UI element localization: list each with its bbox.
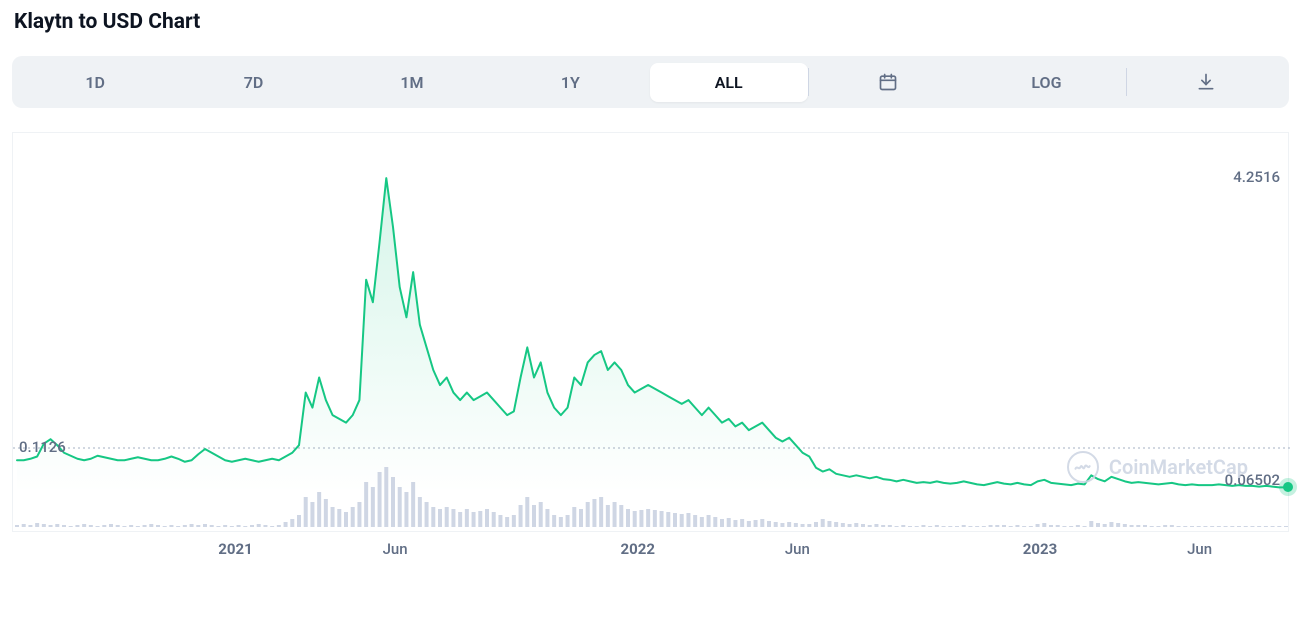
tab-log[interactable]: LOG [967, 63, 1125, 102]
y-start-label: 0.1126 [19, 438, 66, 456]
tab-1d[interactable]: 1D [16, 63, 174, 102]
date-picker-button[interactable] [809, 62, 967, 102]
price-chart[interactable]: 0.1126 4.2516 0.06502 CoinMarketCap [12, 132, 1289, 532]
x-tick-label: 2023 [1023, 540, 1057, 558]
download-icon [1196, 72, 1216, 92]
x-tick-label: Jun [1187, 540, 1212, 558]
timeframe-tabs: 1D 7D 1M 1Y ALL LOG [12, 56, 1289, 108]
y-min-label: 0.06502 [1225, 471, 1280, 489]
page-title: Klaytn to USD Chart [14, 10, 1289, 34]
chart-canvas [13, 133, 1290, 533]
price-end-marker [1283, 482, 1293, 492]
tab-1m[interactable]: 1M [333, 63, 491, 102]
y-max-label: 4.2516 [1233, 168, 1280, 186]
x-tick-label: 2021 [218, 540, 252, 558]
tab-all[interactable]: ALL [650, 63, 808, 102]
x-tick-label: Jun [785, 540, 810, 558]
download-button[interactable] [1127, 62, 1285, 102]
x-tick-label: Jun [383, 540, 408, 558]
tab-1y[interactable]: 1Y [491, 63, 649, 102]
calendar-icon [878, 72, 898, 92]
tab-7d[interactable]: 7D [174, 63, 332, 102]
x-tick-label: 2022 [621, 540, 655, 558]
x-axis: 2021 Jun 2022 Jun 2023 Jun [12, 540, 1289, 580]
